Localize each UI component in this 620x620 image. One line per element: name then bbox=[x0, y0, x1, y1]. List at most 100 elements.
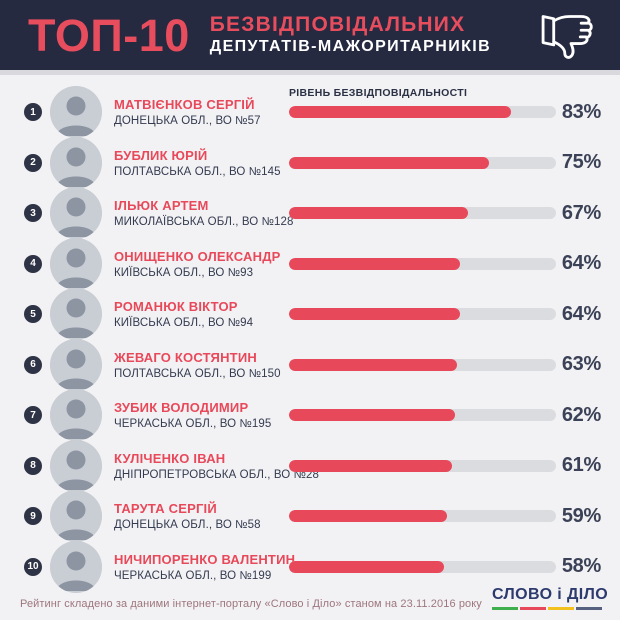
person-silhouette-icon bbox=[50, 490, 102, 543]
percent-value: 59% bbox=[561, 504, 601, 527]
header-divider bbox=[0, 70, 620, 75]
deputy-name: ТАРУТА СЕРГІЙ bbox=[114, 501, 217, 517]
deputy-name: МАТВІЄНКОВ СЕРГІЙ bbox=[114, 97, 255, 113]
deputy-region: ПОЛТАВСЬКА ОБЛ., ВО №150 bbox=[114, 367, 281, 380]
deputy-row: 10 НИЧИПОРЕНКО ВАЛЕНТИН ЧЕРКАСЬКА ОБЛ., … bbox=[0, 540, 620, 593]
bar-column-header: РІВЕНЬ БЕЗВІДПОВІДАЛЬНОСТІ bbox=[289, 87, 468, 99]
person-silhouette-icon bbox=[50, 187, 102, 240]
deputy-row: 2 БУБЛИК ЮРІЙ ПОЛТАВСЬКА ОБЛ., ВО №145 7… bbox=[0, 136, 620, 189]
bar-track bbox=[289, 358, 556, 371]
bar-fill bbox=[289, 459, 452, 472]
deputy-region: ПОЛТАВСЬКА ОБЛ., ВО №145 bbox=[114, 165, 281, 178]
deputy-photo bbox=[50, 439, 102, 492]
deputy-name: ІЛЬЮК АРТЕМ bbox=[114, 198, 209, 214]
bar-fill bbox=[289, 308, 460, 321]
deputy-info: ТАРУТА СЕРГІЙ ДОНЕЦЬКА ОБЛ., ВО №58 bbox=[114, 501, 284, 531]
deputy-name: НИЧИПОРЕНКО ВАЛЕНТИН bbox=[114, 551, 296, 567]
deputy-region: ЧЕРКАСЬКА ОБЛ., ВО №195 bbox=[114, 418, 272, 431]
bar-fill bbox=[289, 510, 447, 523]
deputy-region: МИКОЛАЇВСЬКА ОБЛ., ВО №128 bbox=[114, 216, 294, 229]
deputy-name: КУЛІЧЕНКО ІВАН bbox=[114, 450, 226, 466]
bar-fill bbox=[289, 106, 511, 119]
rank-badge: 1 bbox=[24, 103, 42, 122]
deputy-name: ЖЕВАГО КОСТЯНТИН bbox=[114, 349, 257, 365]
rank-badge: 3 bbox=[24, 204, 42, 223]
deputy-region: ЧЕРКАСЬКА ОБЛ., ВО №199 bbox=[114, 569, 272, 582]
header-title: БЕЗВІДПОВІДАЛЬНИХ ДЕПУТАТІВ-МАЖОРИТАРНИК… bbox=[210, 13, 491, 57]
deputy-row: 6 ЖЕВАГО КОСТЯНТИН ПОЛТАВСЬКА ОБЛ., ВО №… bbox=[0, 338, 620, 391]
rank-badge: 5 bbox=[24, 305, 42, 324]
percent-value: 63% bbox=[561, 353, 601, 376]
percent-value: 62% bbox=[561, 403, 601, 426]
deputy-row: 1 МАТВІЄНКОВ СЕРГІЙ ДОНЕЦЬКА ОБЛ., ВО №5… bbox=[0, 86, 620, 139]
person-silhouette-icon bbox=[50, 86, 102, 139]
deputy-name: ОНИЩЕНКО ОЛЕКСАНДР bbox=[114, 248, 281, 264]
deputy-photo bbox=[50, 338, 102, 391]
deputy-info: ЖЕВАГО КОСТЯНТИН ПОЛТАВСЬКА ОБЛ., ВО №15… bbox=[114, 350, 284, 380]
deputy-info: ІЛЬЮК АРТЕМ МИКОЛАЇВСЬКА ОБЛ., ВО №128 bbox=[114, 198, 294, 229]
header-title-line2: ДЕПУТАТІВ-МАЖОРИТАРНИКІВ bbox=[209, 38, 492, 56]
percent-value: 67% bbox=[561, 201, 601, 224]
deputy-name: РОМАНЮК ВІКТОР bbox=[114, 299, 238, 315]
bar-fill bbox=[289, 358, 458, 371]
person-silhouette-icon bbox=[50, 439, 102, 492]
thumbs-down-icon bbox=[541, 15, 593, 59]
top10-label: ТОП-10 bbox=[28, 9, 190, 61]
percent-value: 58% bbox=[561, 555, 601, 578]
deputy-info: ЗУБИК ВОЛОДИМИР ЧЕРКАСЬКА ОБЛ., ВО №195 bbox=[114, 400, 284, 430]
deputy-info: КУЛІЧЕНКО ІВАН ДНІПРОПЕТРОВСЬКА ОБЛ., ВО… bbox=[114, 450, 320, 481]
header-title-line1: БЕЗВІДПОВІДАЛЬНИХ bbox=[209, 12, 466, 36]
deputy-region: КИЇВСЬКА ОБЛ., ВО №93 bbox=[114, 266, 254, 279]
logo-underline bbox=[492, 607, 602, 610]
deputy-row: 3 ІЛЬЮК АРТЕМ МИКОЛАЇВСЬКА ОБЛ., ВО №128… bbox=[0, 187, 620, 240]
bar-track bbox=[289, 459, 556, 472]
bar-fill bbox=[289, 409, 455, 422]
bar-track bbox=[289, 207, 556, 220]
deputy-photo bbox=[50, 187, 102, 240]
bar-track bbox=[289, 308, 556, 321]
deputy-region: ДОНЕЦЬКА ОБЛ., ВО №57 bbox=[114, 115, 261, 128]
person-silhouette-icon bbox=[50, 288, 102, 341]
header: ТОП-10 БЕЗВІДПОВІДАЛЬНИХ ДЕПУТАТІВ-МАЖОР… bbox=[0, 0, 620, 70]
bar-fill bbox=[289, 207, 468, 220]
percent-value: 64% bbox=[561, 302, 601, 325]
bar-fill bbox=[289, 156, 490, 169]
bar-track bbox=[289, 560, 556, 573]
slovo-i-dilo-logo: СЛОВО і ДІЛО bbox=[492, 586, 609, 610]
deputy-row: 5 РОМАНЮК ВІКТОР КИЇВСЬКА ОБЛ., ВО №94 6… bbox=[0, 288, 620, 341]
person-silhouette-icon bbox=[50, 389, 102, 442]
percent-value: 75% bbox=[561, 151, 601, 174]
logo-text: СЛОВО і ДІЛО bbox=[492, 586, 609, 603]
deputy-photo bbox=[50, 86, 102, 139]
deputy-row: 4 ОНИЩЕНКО ОЛЕКСАНДР КИЇВСЬКА ОБЛ., ВО №… bbox=[0, 237, 620, 290]
deputy-photo bbox=[50, 540, 102, 593]
deputy-photo bbox=[50, 237, 102, 290]
deputy-name: ЗУБИК ВОЛОДИМИР bbox=[114, 400, 249, 416]
rank-badge: 6 bbox=[24, 355, 42, 374]
deputy-info: НИЧИПОРЕНКО ВАЛЕНТИН ЧЕРКАСЬКА ОБЛ., ВО … bbox=[114, 551, 296, 582]
bar-track bbox=[289, 257, 556, 270]
deputy-info: МАТВІЄНКОВ СЕРГІЙ ДОНЕЦЬКА ОБЛ., ВО №57 bbox=[114, 97, 284, 127]
percent-value: 83% bbox=[561, 100, 601, 123]
deputy-name: БУБЛИК ЮРІЙ bbox=[114, 147, 208, 163]
deputy-region: ДОНЕЦЬКА ОБЛ., ВО №58 bbox=[114, 519, 261, 532]
percent-value: 61% bbox=[561, 454, 601, 477]
bar-fill bbox=[289, 560, 444, 573]
deputy-photo bbox=[50, 288, 102, 341]
percent-value: 64% bbox=[561, 252, 601, 275]
person-silhouette-icon bbox=[50, 237, 102, 290]
rank-badge: 10 bbox=[24, 557, 42, 576]
rank-badge: 7 bbox=[24, 406, 42, 425]
bar-fill bbox=[289, 257, 460, 270]
person-silhouette-icon bbox=[50, 136, 102, 189]
deputy-photo bbox=[50, 389, 102, 442]
bar-track bbox=[289, 409, 556, 422]
person-silhouette-icon bbox=[50, 540, 102, 593]
bar-track bbox=[289, 106, 556, 119]
rank-badge: 9 bbox=[24, 507, 42, 526]
deputy-region: КИЇВСЬКА ОБЛ., ВО №94 bbox=[114, 317, 254, 330]
person-silhouette-icon bbox=[50, 338, 102, 391]
deputy-region: ДНІПРОПЕТРОВСЬКА ОБЛ., ВО №28 bbox=[114, 468, 320, 481]
rank-badge: 8 bbox=[24, 456, 42, 475]
